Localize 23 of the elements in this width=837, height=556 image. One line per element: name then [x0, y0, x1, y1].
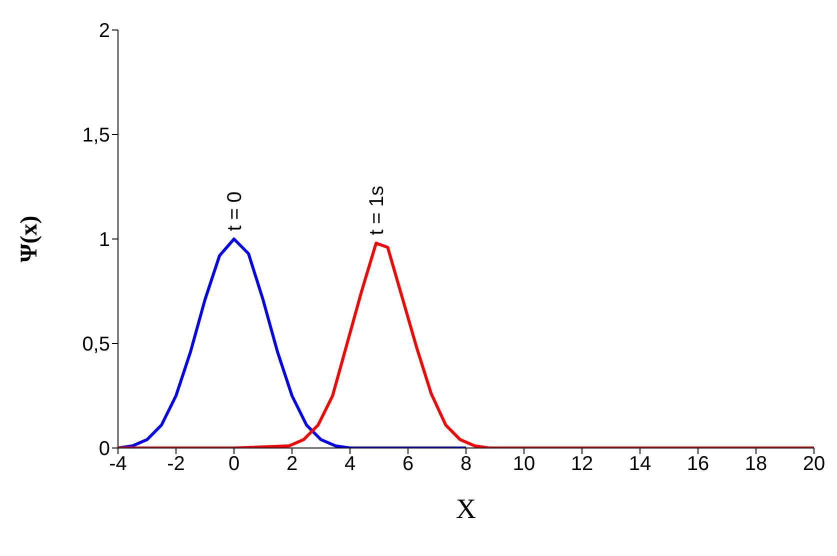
x-tick-label: 20	[802, 453, 826, 476]
x-tick-label: 18	[744, 453, 768, 476]
x-tick-label: 12	[570, 453, 594, 476]
x-tick-label: 10	[512, 453, 536, 476]
x-tick-label: 4	[344, 453, 356, 476]
y-axis-title: Ψ(x)	[16, 216, 43, 262]
line-series	[118, 238, 468, 448]
y-tick-label: 1,5	[82, 124, 110, 147]
x-axis-title: X	[456, 494, 476, 525]
x-tick-label: 14	[628, 453, 652, 476]
x-tick-label: 0	[228, 453, 240, 476]
y-tick-label: 2	[98, 20, 110, 42]
x-tick-label: 16	[686, 453, 710, 476]
x-tick-label: -2	[167, 453, 185, 476]
x-tick-label: 6	[402, 453, 414, 476]
annotation: t = 0	[224, 192, 246, 231]
x-tick-label: 2	[286, 453, 298, 476]
annotation: t = 1s	[366, 186, 388, 236]
x-tick-label: -4	[109, 453, 127, 476]
x-tick-label: 8	[460, 453, 472, 476]
y-tick-label: 0	[98, 438, 110, 460]
y-tick-label: 0,5	[82, 334, 110, 356]
y-tick-label: 1	[98, 229, 110, 252]
